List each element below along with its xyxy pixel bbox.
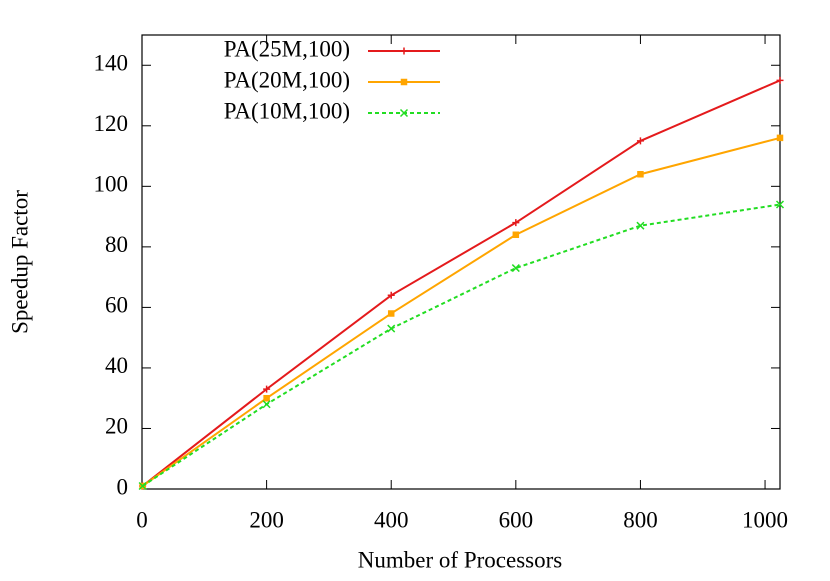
- marker: [636, 137, 644, 145]
- y-tick-label: 40: [105, 353, 128, 378]
- marker: [262, 400, 271, 409]
- marker: [512, 231, 520, 239]
- y-tick-label: 20: [105, 414, 128, 439]
- y-tick-label: 140: [94, 51, 129, 76]
- marker: [775, 200, 785, 209]
- x-tick-label: 600: [499, 507, 534, 532]
- y-tick-label: 0: [117, 474, 129, 499]
- marker: [512, 219, 520, 227]
- marker: [776, 134, 784, 142]
- x-tick-label: 1000: [742, 507, 788, 532]
- marker: [776, 76, 784, 84]
- x-tick-label: 0: [136, 507, 148, 532]
- x-tick-label: 800: [623, 507, 658, 532]
- legend-label: PA(25M,100): [224, 36, 350, 61]
- legend-label: PA(10M,100): [224, 98, 350, 123]
- legend-label: PA(20M,100): [224, 67, 350, 92]
- marker: [387, 291, 395, 299]
- marker: [400, 78, 408, 86]
- marker: [263, 394, 270, 402]
- y-tick-label: 60: [105, 293, 128, 318]
- marker: [636, 221, 645, 230]
- marker: [399, 108, 409, 118]
- marker: [387, 310, 395, 317]
- x-tick-label: 200: [249, 507, 284, 532]
- marker: [138, 481, 147, 491]
- series-line: [142, 136, 781, 487]
- y-axis-label: Speedup Factor: [7, 190, 32, 334]
- x-axis-label: Number of Processors: [358, 547, 562, 572]
- x-tick-label: 400: [374, 507, 409, 532]
- y-tick-label: 120: [94, 111, 129, 136]
- y-tick-label: 100: [94, 172, 129, 197]
- marker: [511, 264, 520, 273]
- marker: [400, 47, 408, 55]
- marker: [263, 385, 271, 393]
- series-line: [142, 203, 781, 487]
- marker: [387, 324, 396, 333]
- plot-frame: [141, 34, 781, 490]
- marker: [637, 170, 644, 178]
- series-line: [142, 79, 781, 487]
- y-tick-label: 80: [105, 232, 128, 257]
